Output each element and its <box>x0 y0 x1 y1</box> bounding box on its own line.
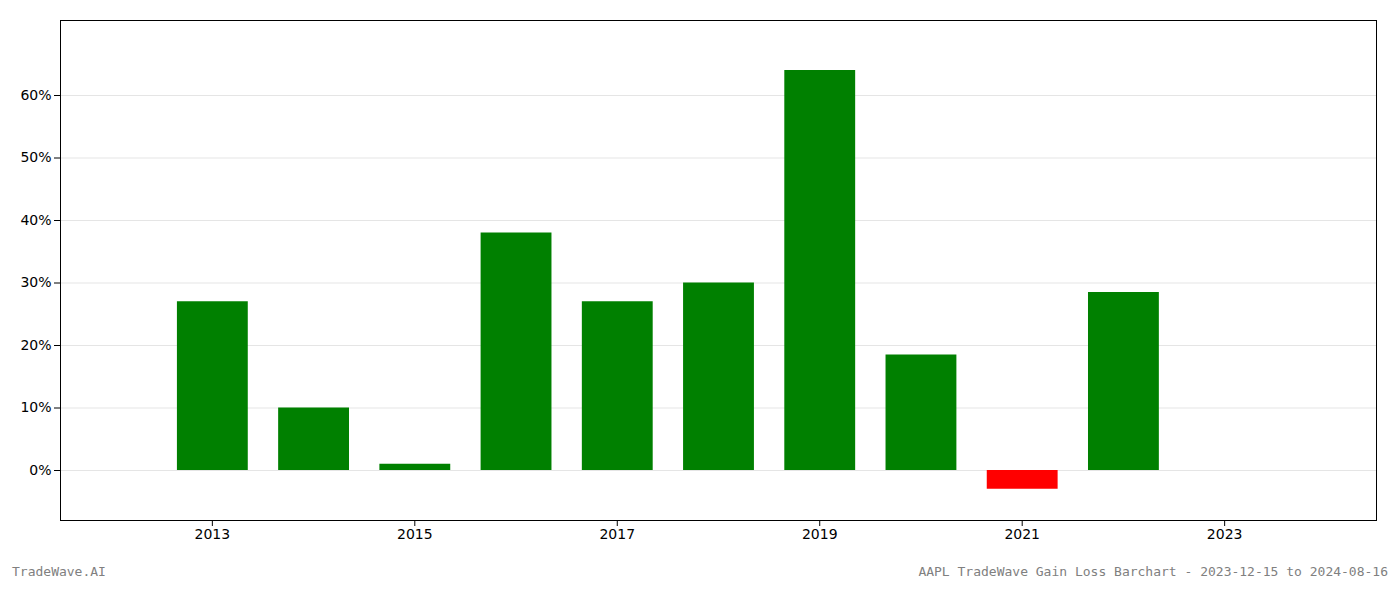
svg-text:2019: 2019 <box>802 526 838 542</box>
svg-text:2017: 2017 <box>599 526 635 542</box>
svg-text:10%: 10% <box>20 399 51 415</box>
svg-text:2015: 2015 <box>397 526 433 542</box>
html-text:AAPL TradeWave Gain Loss Barch: AAPL TradeWave Gain Loss Barchart - 2023… <box>918 564 1388 579</box>
svg-text:50%: 50% <box>20 149 51 165</box>
svg-text:2013: 2013 <box>195 526 231 542</box>
svg-text:40%: 40% <box>20 212 51 228</box>
svg-text:30%: 30% <box>20 274 51 290</box>
svg-text:2021: 2021 <box>1004 526 1040 542</box>
svg-text:2023: 2023 <box>1207 526 1243 542</box>
svg-text:60%: 60% <box>20 87 51 103</box>
html-text:TradeWave.AI: TradeWave.AI <box>12 564 106 579</box>
svg-text:20%: 20% <box>20 337 51 353</box>
svg-text:0%: 0% <box>29 462 51 478</box>
